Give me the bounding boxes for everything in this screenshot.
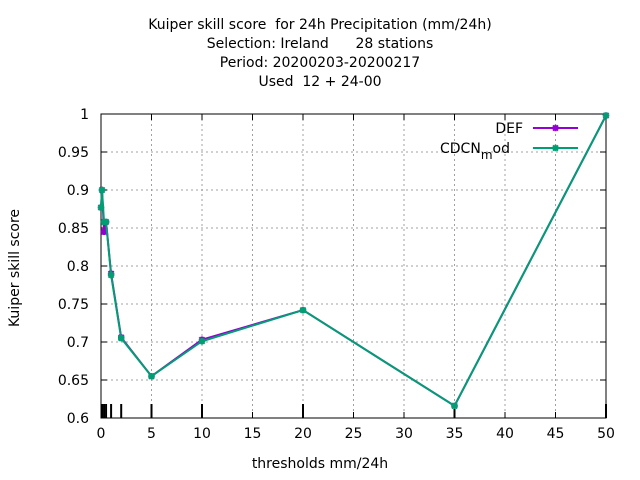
x-tick-label: 20 <box>294 426 312 442</box>
series-point-1-dot <box>149 373 154 379</box>
series-point-1-dot <box>300 307 306 313</box>
x-axis-label: thresholds mm/24h <box>251 456 389 472</box>
y-tick-label: 0.75 <box>58 297 89 313</box>
legend-marker-0-dot <box>553 125 558 131</box>
y-tick-label: 0.65 <box>58 373 89 389</box>
x-tick-label: 45 <box>547 426 565 442</box>
chart-title: Kuiper skill score for 24h Precipitation… <box>0 16 640 92</box>
series-point-1-dot <box>103 219 109 225</box>
y-tick-label: 0.8 <box>67 259 89 275</box>
legend-entry-1: CDCNmod <box>440 141 510 162</box>
x-tick-label: 40 <box>496 426 514 442</box>
series-point-1-dot <box>452 403 457 409</box>
y-tick-label: 0.95 <box>58 145 89 161</box>
series-point-1-dot <box>199 338 205 344</box>
y-tick-label: 0.9 <box>67 183 89 199</box>
x-tick-label: 10 <box>193 426 211 442</box>
x-tick-label: 15 <box>244 426 262 442</box>
title-line-1: Kuiper skill score for 24h Precipitation… <box>148 17 492 33</box>
y-tick-label: 0.7 <box>67 335 89 351</box>
series-point-0-dot <box>101 229 107 235</box>
y-tick-label: 0.85 <box>58 221 89 237</box>
x-tick-label: 0 <box>97 426 106 442</box>
title-line-3: Period: 20200203-20200217 <box>219 55 421 71</box>
legend-entry-0: DEF <box>495 121 523 137</box>
x-tick-label: 35 <box>446 426 464 442</box>
series-point-1-dot <box>99 187 105 193</box>
x-tick-label: 25 <box>345 426 363 442</box>
x-tick-label: 50 <box>597 426 615 442</box>
series-point-1-dot <box>118 335 124 341</box>
title-line-2: Selection: Ireland 28 stations <box>206 36 434 52</box>
y-tick-label: 1 <box>80 107 89 123</box>
series-point-1-dot <box>603 113 609 118</box>
x-tick-label: 5 <box>147 426 156 442</box>
y-tick-label: 0.6 <box>67 411 89 427</box>
series-point-1-dot <box>108 272 114 278</box>
legend-marker-1-dot <box>553 145 558 151</box>
x-tick-label: 30 <box>395 426 413 442</box>
series-point-1-dot <box>98 205 104 210</box>
title-line-4: Used 12 + 24-00 <box>258 74 382 90</box>
